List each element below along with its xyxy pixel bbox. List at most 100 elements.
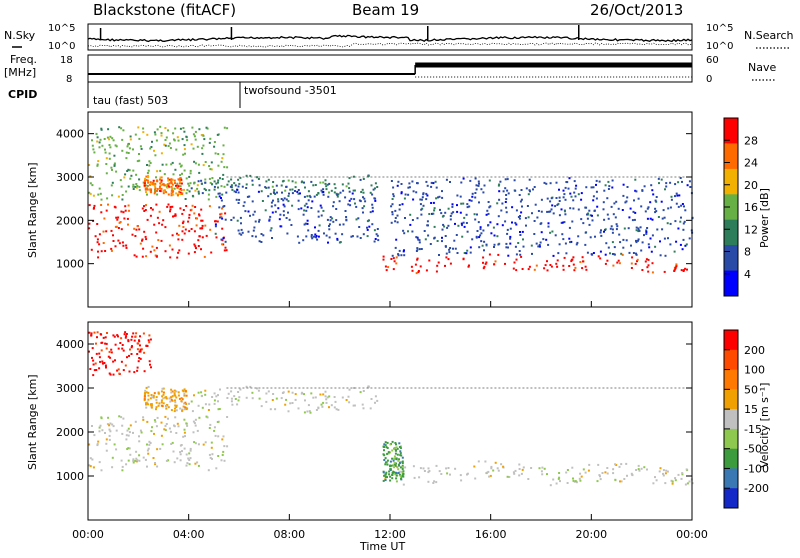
power-point [509, 227, 512, 230]
velocity-point [281, 392, 284, 394]
power-point [667, 207, 670, 210]
power-point [337, 193, 340, 196]
velocity-point [631, 473, 634, 476]
velocity-point [96, 331, 99, 334]
power-point [647, 206, 650, 209]
power-point [123, 217, 126, 220]
power-point [109, 135, 112, 138]
velocity-point [447, 467, 450, 469]
power-point [666, 222, 669, 225]
velocity-point [148, 341, 151, 344]
power-point [620, 252, 623, 255]
velocity-point [274, 408, 277, 411]
power-point [159, 182, 162, 185]
power-point [633, 218, 636, 221]
power-point [229, 185, 232, 188]
power-point [675, 202, 678, 205]
velocity-point [440, 473, 443, 475]
power-point [218, 206, 221, 209]
velocity-point [151, 396, 154, 399]
power-point [96, 136, 99, 139]
power-point [167, 177, 170, 180]
velocity-point [314, 396, 317, 399]
power-point [171, 234, 174, 237]
power-point [187, 252, 190, 255]
power-point [324, 179, 327, 182]
power-point [143, 184, 146, 187]
power-point [144, 177, 147, 180]
velocity-point [95, 352, 98, 355]
power-point [160, 184, 163, 187]
power-point [153, 149, 155, 152]
power-point [544, 264, 547, 267]
power-point [630, 262, 633, 265]
power-point [111, 168, 113, 171]
power-point [92, 148, 95, 151]
power-point [483, 240, 486, 243]
velocity-point [112, 425, 115, 428]
power-point [139, 242, 142, 245]
power-point [436, 240, 439, 242]
power-point [196, 184, 199, 187]
freq-label-1: Freq. [10, 53, 37, 66]
power-point [391, 254, 394, 257]
power-point [150, 146, 153, 148]
velocity-point [177, 394, 180, 397]
velocity-point [90, 334, 93, 336]
velocity-point [330, 404, 333, 407]
power-point [258, 184, 261, 187]
velocity-point [652, 482, 655, 485]
power-point [669, 222, 672, 225]
power-point [277, 200, 280, 203]
power-point [104, 148, 106, 151]
power-point [115, 170, 118, 173]
power-point [141, 207, 144, 210]
power-point [519, 200, 522, 203]
velocity-point [104, 432, 106, 434]
power-point [639, 226, 642, 229]
power-point [287, 179, 290, 182]
velocity-point [98, 352, 101, 355]
power-point [310, 207, 313, 209]
power-point [265, 187, 268, 189]
power-point [416, 182, 419, 185]
power-point [408, 182, 411, 185]
power-point [573, 191, 576, 194]
velocity-point [392, 459, 395, 462]
velocity-point [317, 407, 320, 410]
velocity-point [664, 482, 667, 485]
power-point [180, 178, 183, 181]
power-point [182, 127, 185, 129]
power-point [575, 243, 578, 246]
power-point [121, 198, 124, 201]
power-point [193, 212, 196, 215]
power-point [635, 241, 638, 244]
power-feature-6 [390, 177, 694, 257]
velocity-point [412, 465, 415, 468]
velocity-y-tick-label-3: 4000 [56, 338, 84, 351]
power-point [498, 190, 501, 193]
power-point [396, 184, 399, 187]
power-point [568, 177, 571, 180]
power-y-tick-label-3: 4000 [56, 128, 84, 141]
velocity-point [445, 467, 448, 470]
power-point [481, 244, 484, 247]
power-point [433, 207, 436, 210]
velocity-point [333, 406, 336, 409]
velocity-point [398, 442, 401, 445]
power-point [598, 180, 601, 183]
power-point [447, 258, 450, 261]
power-point [156, 189, 158, 192]
power-point [580, 198, 583, 201]
power-point [674, 267, 677, 269]
power-point [118, 242, 121, 245]
velocity-point [146, 443, 148, 446]
velocity-point [438, 470, 441, 473]
power-point [105, 172, 108, 175]
velocity-point [620, 480, 623, 483]
power-point [208, 189, 211, 192]
power-point [467, 265, 470, 268]
power-point [373, 240, 376, 243]
